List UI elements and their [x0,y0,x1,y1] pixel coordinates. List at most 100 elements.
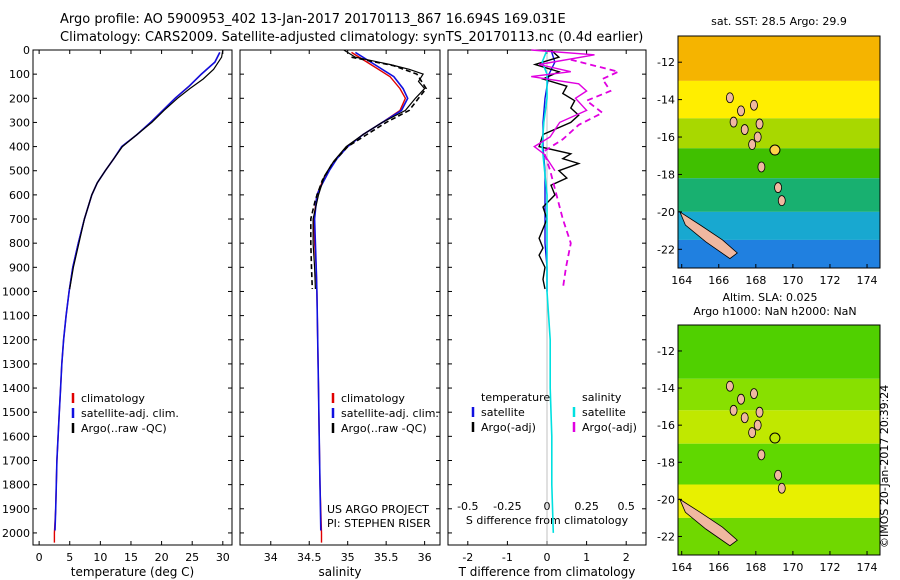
legend-label: satellite [582,406,626,419]
x-tick-label: 0 [544,551,551,564]
temperature-profile-frame [32,49,233,546]
map-color-band [678,410,880,444]
x-tick-label: 0 [36,551,43,564]
map-color-band [678,378,880,411]
x-tick-label: -1 [502,551,513,564]
depth-tick-label: 1000 [2,285,30,298]
x-tick-label: 5 [66,551,73,564]
lon-tick-label: 168 [745,274,766,287]
map-color-band [678,443,880,485]
x-tick-label: 20 [155,551,169,564]
legend-label: satellite [481,406,525,419]
series-line-satellite [54,52,221,531]
depth-tick-label: 400 [9,141,30,154]
map-color-band [678,211,880,240]
lon-tick-label: 170 [782,561,803,574]
series-line-climatology [53,52,221,543]
x-tick-label: 10 [93,551,107,564]
argo-float-marker [769,144,781,156]
depth-tick-label: 600 [9,189,30,202]
s-tick-label: -0.5 [457,500,478,513]
x-tick-label: -2 [462,551,473,564]
depth-tick-label: 300 [9,116,30,129]
vanuatu-island [774,182,782,193]
new-caledonia-island [679,498,738,547]
depth-tick-label: 1700 [2,454,30,467]
lat-tick-label: -14 [657,94,675,107]
vanuatu-island [750,99,758,111]
depth-tick-label: 200 [9,92,30,105]
series-line-argo-dash [309,56,428,290]
imos-timestamp: ©IMOS 20-Jan-2017 20:39:24 [878,384,891,548]
profile-title: Argo profile: AO 5900953_402 13-Jan-2017… [60,12,566,27]
depth-tick-label: 1100 [2,310,30,323]
vanuatu-island [748,427,757,438]
vanuatu-island [755,118,764,130]
lat-tick-label: -16 [657,131,675,144]
lat-tick-label: -14 [657,382,675,395]
depth-tick-label: 1900 [2,503,30,516]
lon-tick-label: 168 [745,561,766,574]
lon-tick-label: 174 [857,561,878,574]
legend-label: climatology [341,392,405,405]
sst-map-title: sat. SST: 28.5 Argo: 29.9 [711,15,847,28]
s-tick-label: 0 [544,500,551,513]
x-tick-label: 34 [264,551,278,564]
map-color-band [678,178,880,212]
depth-tick-label: 1800 [2,479,30,492]
lat-tick-label: -16 [657,419,675,432]
legend-label: Argo(..raw -QC) [341,422,427,435]
vanuatu-island [737,105,745,117]
sla-map-title: Altim. SLA: 0.025 [722,291,817,304]
vanuatu-island [777,482,786,494]
depth-tick-label: 800 [9,237,30,250]
lat-tick-label: -22 [657,243,675,256]
vanuatu-island [753,131,762,143]
lon-tick-label: 166 [708,561,729,574]
depth-tick-label: 900 [9,261,30,274]
legend-header: salinity [582,391,622,404]
vanuatu-island [757,449,766,461]
map-color-band [678,517,880,555]
project-annotation: US ARGO PROJECT [327,503,429,516]
x-tick-label: 30 [216,551,230,564]
legend-label: satellite-adj. clim. [341,407,439,420]
s-tick-label: -0.25 [493,500,521,513]
pi-annotation: PI: STEPHEN RISER [327,517,431,530]
vanuatu-island [748,139,757,150]
lon-tick-label: 172 [819,274,840,287]
lat-tick-label: -12 [657,56,675,69]
vanuatu-island [753,419,762,431]
depth-tick-label: 700 [9,213,30,226]
lat-tick-label: -20 [657,493,675,506]
map-color-band [678,484,880,518]
new-caledonia-island [679,210,738,260]
vanuatu-island [725,380,734,392]
depth-tick-label: 1500 [2,406,30,419]
series-line-argo [312,49,426,290]
x-tick-label: 2 [623,551,630,564]
vanuatu-island [774,469,782,481]
vanuatu-island [729,116,738,128]
map-color-band [678,118,880,149]
lat-tick-label: -20 [657,206,675,219]
legend-header: temperature [481,391,550,404]
lon-tick-label: 164 [671,274,692,287]
lon-tick-label: 174 [857,274,878,287]
series-line-temp_argo [532,49,581,290]
lon-tick-label: 170 [782,274,803,287]
legend-label: climatology [81,392,145,405]
depth-tick-label: 1400 [2,382,30,395]
s-tick-label: 0.25 [574,500,599,513]
series-line-climatology [313,51,407,543]
x-tick-label: 1 [583,551,590,564]
series-line-satellite [313,51,409,531]
vanuatu-island [725,92,734,104]
vanuatu-island [729,404,738,416]
lat-tick-label: -18 [657,456,675,469]
depth-tick-label: 0 [23,44,30,57]
x-tick-label: 35 [341,551,355,564]
s-axis-label: S difference from climatology [466,514,629,527]
lat-tick-label: -22 [657,530,675,543]
